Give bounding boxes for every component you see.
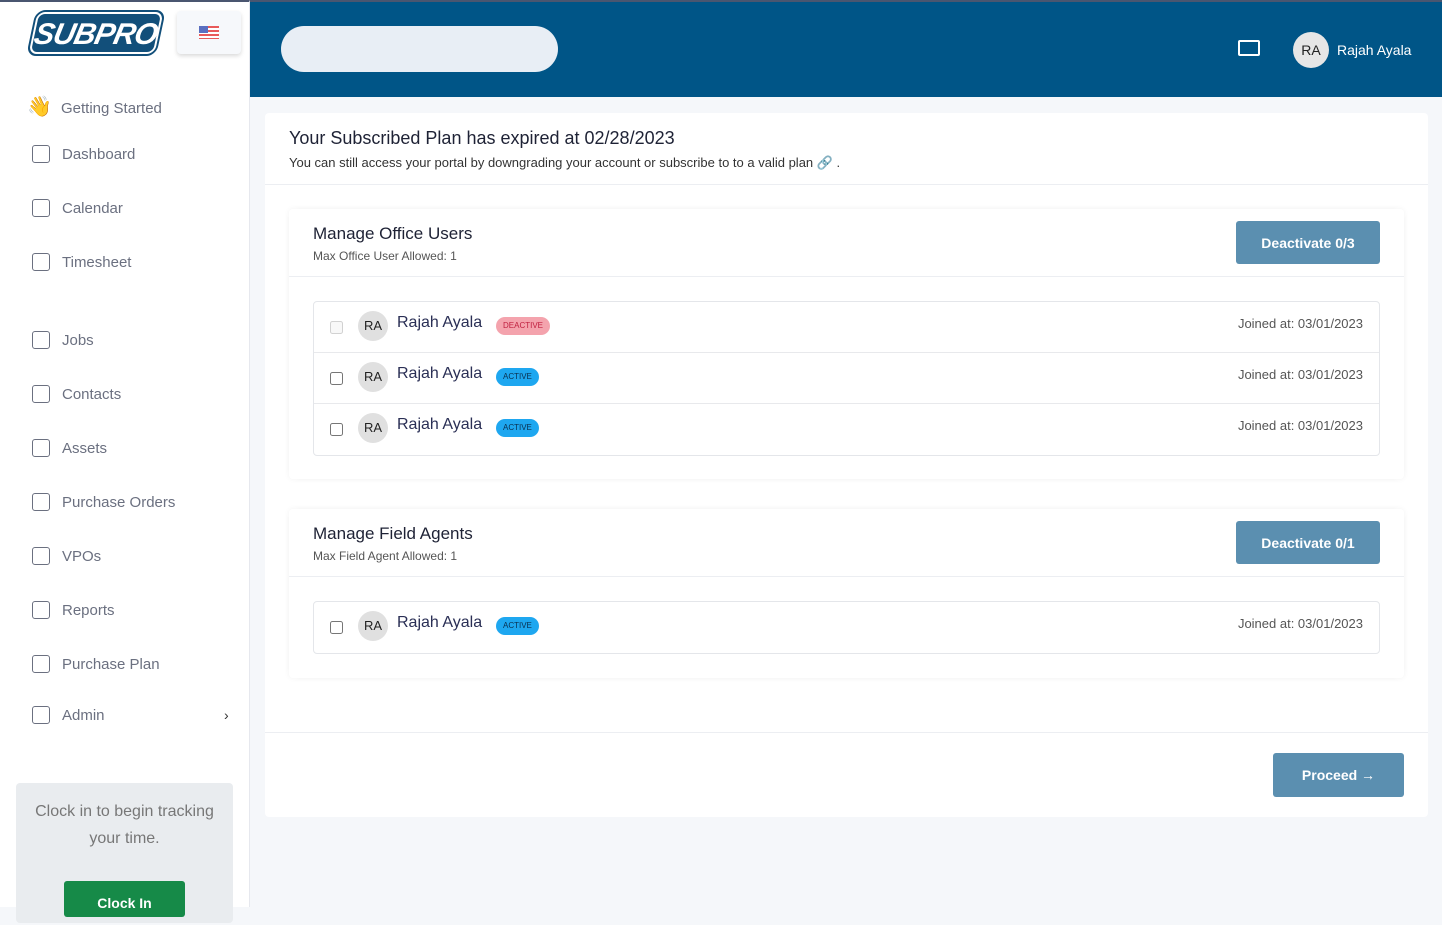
- us-flag-icon: [199, 26, 219, 39]
- page-title: Your Subscribed Plan has expired at 02/2…: [289, 128, 675, 148]
- language-selector[interactable]: [177, 11, 241, 54]
- select-checkbox[interactable]: [330, 621, 343, 634]
- sidebar-item-getting-started[interactable]: 👋 Getting Started: [27, 97, 162, 119]
- contacts-icon: [32, 385, 50, 403]
- top-bar: RA Rajah Ayala: [250, 0, 1442, 97]
- clock-text: Clock in to begin tracking your time.: [35, 803, 214, 847]
- sidebar-item-label: Admin: [62, 706, 105, 724]
- select-checkbox[interactable]: [330, 372, 343, 385]
- sidebar-item-label: Calendar: [62, 199, 123, 217]
- status-badge: ACTIVE: [496, 419, 539, 437]
- user-row: RA Rajah Ayala ACTIVE Joined at: 03/01/2…: [314, 404, 1379, 455]
- calendar-icon: [32, 199, 50, 217]
- avatar: RA: [358, 611, 388, 641]
- card-title: Manage Office Users: [313, 224, 473, 243]
- sidebar-item-calendar[interactable]: Calendar: [32, 199, 123, 217]
- sidebar-item-label: Purchase Orders: [62, 493, 176, 511]
- sidebar-item-jobs[interactable]: Jobs: [32, 331, 94, 349]
- hammer-icon: [32, 439, 50, 457]
- document-icon: [32, 655, 50, 673]
- clock-panel: Clock in to begin tracking your time. Cl…: [16, 783, 233, 923]
- sidebar-item-label: Purchase Plan: [62, 655, 160, 673]
- waving-hand-icon: 👋: [27, 96, 52, 118]
- sidebar-item-assets[interactable]: Assets: [32, 439, 107, 457]
- field-agent-list: RA Rajah Ayala ACTIVE Joined at: 03/01/2…: [313, 601, 1380, 654]
- avatar: RA: [358, 362, 388, 392]
- notice-subtitle[interactable]: You can still access your portal by down…: [289, 155, 841, 170]
- layers-icon: [32, 331, 50, 349]
- user-row: RA Rajah Ayala DEACTIVE Joined at: 03/01…: [314, 302, 1379, 353]
- joined-date: Joined at: 03/01/2023: [1237, 367, 1363, 382]
- joined-date: Joined at: 03/01/2023: [1237, 316, 1363, 331]
- avatar: RA: [358, 311, 388, 341]
- search-input[interactable]: [281, 26, 558, 72]
- sidebar-item-timesheet[interactable]: Timesheet: [32, 253, 131, 271]
- sidebar-item-purchase-orders[interactable]: Purchase Orders: [32, 493, 175, 511]
- sidebar-item-label: Reports: [62, 601, 115, 619]
- sidebar-item-label: Contacts: [62, 385, 122, 403]
- sidebar-item-reports[interactable]: Reports: [32, 601, 115, 619]
- user-name: Rajah Ayala: [397, 614, 483, 631]
- joined-date: Joined at: 03/01/2023: [1237, 418, 1363, 433]
- status-badge: DEACTIVE: [496, 317, 551, 335]
- clock-icon: [32, 253, 50, 271]
- main-panel: Your Subscribed Plan has expired at 02/2…: [265, 113, 1428, 817]
- user-name: Rajah Ayala: [397, 416, 483, 433]
- sidebar-item-contacts[interactable]: Contacts: [32, 385, 121, 403]
- sidebar-item-label: Getting Started: [61, 99, 162, 117]
- divider: [289, 276, 1404, 277]
- card-subtitle: Max Field Agent Allowed: 1: [313, 549, 458, 563]
- deactivate-office-button[interactable]: Deactivate 0/3: [1236, 221, 1380, 264]
- sidebar: SUBPRO 👋 Getting Started Dashboard Calendar…: [0, 0, 250, 923]
- chat-icon[interactable]: [1238, 40, 1260, 56]
- chart-icon: [32, 601, 50, 619]
- user-row: RA Rajah Ayala ACTIVE Joined at: 03/01/2…: [314, 602, 1379, 653]
- divider: [265, 184, 1428, 185]
- user-name: Rajah Ayala: [397, 365, 483, 382]
- sidebar-item-label: Timesheet: [62, 253, 132, 271]
- document-icon: [32, 493, 50, 511]
- user-name: Rajah Ayala: [397, 314, 483, 331]
- chevron-right-icon[interactable]: ›: [224, 707, 229, 723]
- avatar[interactable]: RA: [1293, 32, 1329, 68]
- joined-date: Joined at: 03/01/2023: [1237, 616, 1363, 631]
- deactivate-field-button[interactable]: Deactivate 0/1: [1236, 521, 1380, 564]
- user-row: RA Rajah Ayala ACTIVE Joined at: 03/01/2…: [314, 353, 1379, 404]
- office-user-list: RA Rajah Ayala DEACTIVE Joined at: 03/01…: [313, 301, 1380, 456]
- user-lock-icon: [32, 706, 50, 724]
- sidebar-item-label: Assets: [62, 439, 108, 457]
- field-agents-card: Manage Field Agents Max Field Agent Allo…: [289, 509, 1404, 678]
- sidebar-item-label: Dashboard: [62, 145, 136, 163]
- proceed-button[interactable]: Proceed →: [1273, 753, 1404, 797]
- office-users-card: Manage Office Users Max Office User Allo…: [289, 209, 1404, 479]
- logo[interactable]: SUBPRO: [26, 10, 166, 56]
- select-checkbox[interactable]: [330, 423, 343, 436]
- sidebar-item-purchase-plan[interactable]: Purchase Plan: [32, 655, 160, 673]
- status-badge: ACTIVE: [496, 368, 539, 386]
- avatar: RA: [358, 413, 388, 443]
- dashboard-icon: [32, 145, 50, 163]
- sidebar-item-label: VPOs: [62, 547, 102, 565]
- sidebar-item-dashboard[interactable]: Dashboard: [32, 145, 135, 163]
- sidebar-item-label: Jobs: [62, 331, 94, 349]
- sidebar-item-admin[interactable]: Admin ›: [32, 706, 229, 724]
- document-icon: [32, 547, 50, 565]
- user-name[interactable]: Rajah Ayala: [1337, 42, 1412, 58]
- status-badge: ACTIVE: [496, 617, 539, 635]
- clock-in-button[interactable]: Clock In: [64, 881, 185, 917]
- divider: [265, 732, 1428, 733]
- select-checkbox[interactable]: [330, 321, 343, 334]
- divider: [289, 576, 1404, 577]
- card-title: Manage Field Agents: [313, 524, 473, 543]
- card-subtitle: Max Office User Allowed: 1: [313, 249, 457, 263]
- sidebar-item-vpos[interactable]: VPOs: [32, 547, 101, 565]
